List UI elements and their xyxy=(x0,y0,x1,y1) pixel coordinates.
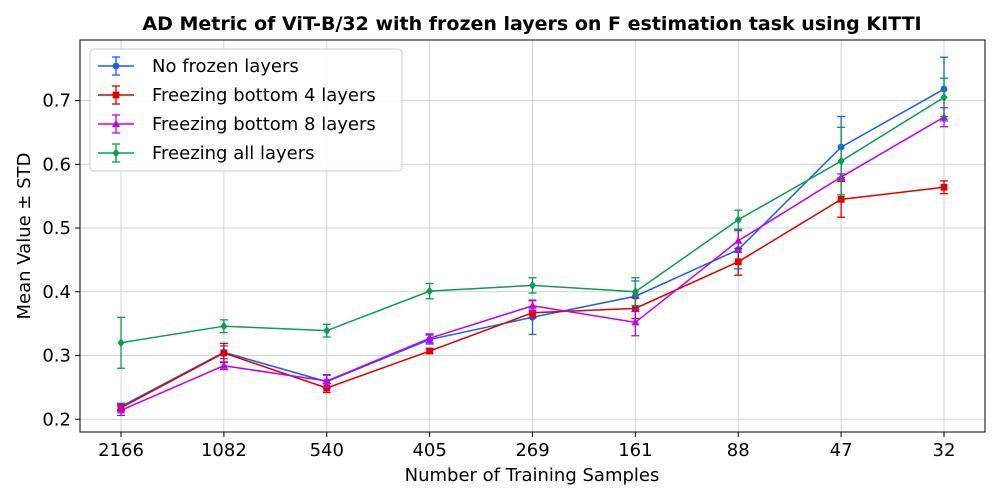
x-tick-label: 540 xyxy=(310,440,344,461)
data-point xyxy=(940,183,948,191)
x-tick-label: 32 xyxy=(933,440,956,461)
x-tick-label: 88 xyxy=(727,440,750,461)
x-tick-label: 47 xyxy=(830,440,853,461)
data-point xyxy=(220,349,228,357)
data-point xyxy=(528,301,537,309)
legend-label: Freezing all layers xyxy=(152,143,315,164)
series-3 xyxy=(117,106,948,417)
legend-marker xyxy=(112,148,120,158)
data-point xyxy=(219,361,228,369)
x-tick-label: 161 xyxy=(618,440,652,461)
legend-entry: Freezing all layers xyxy=(98,143,315,164)
legend-box xyxy=(89,48,403,172)
legend-entry: No frozen layers xyxy=(98,56,299,77)
y-tick-label: 0.4 xyxy=(42,282,71,303)
x-tick-label: 269 xyxy=(515,440,549,461)
legend-marker xyxy=(112,62,120,70)
data-point xyxy=(117,338,125,348)
data-point xyxy=(323,326,331,336)
data-point xyxy=(117,406,125,414)
x-tick-label: 2166 xyxy=(98,440,144,461)
x-tick-label: 405 xyxy=(412,440,446,461)
legend: No frozen layers Freezing bottom 4 layers… xyxy=(89,48,403,172)
legend-marker xyxy=(112,119,120,127)
legend-marker xyxy=(112,91,120,99)
data-point xyxy=(322,376,331,385)
y-tick-label: 0.6 xyxy=(42,154,71,175)
y-tick-label: 0.7 xyxy=(42,91,71,112)
x-axis-label: Number of Training Samples xyxy=(405,465,660,486)
data-point xyxy=(528,280,537,290)
data-point xyxy=(734,258,742,266)
data-point xyxy=(631,318,640,326)
data-point xyxy=(426,347,434,355)
data-point xyxy=(529,309,536,317)
series-group xyxy=(117,56,948,417)
y-axis-label: Mean Value ± STD xyxy=(14,152,35,319)
data-point xyxy=(734,215,742,225)
data-point xyxy=(220,321,228,331)
x-axis: 2166 1082 540 405 269 161 88 47 32 xyxy=(98,432,955,461)
chart-title: AD Metric of ViT-B/32 with frozen layers… xyxy=(142,13,921,35)
y-axis: 0.2 0.3 0.4 0.5 0.6 0.7 xyxy=(42,91,80,430)
y-tick-label: 0.5 xyxy=(42,218,71,239)
data-point xyxy=(940,92,948,102)
x-tick-label: 1082 xyxy=(201,440,247,461)
legend-label: Freezing bottom 8 layers xyxy=(152,114,376,135)
data-point xyxy=(837,156,845,166)
data-point xyxy=(631,287,639,297)
series-4 xyxy=(117,77,948,369)
data-point xyxy=(425,334,434,342)
legend-label: No frozen layers xyxy=(152,56,299,77)
legend-entry: Freezing bottom 4 layers xyxy=(98,85,376,106)
y-tick-label: 0.2 xyxy=(42,409,71,430)
data-point xyxy=(734,236,743,244)
legend-label: Freezing bottom 4 layers xyxy=(152,85,376,106)
y-tick-label: 0.3 xyxy=(42,346,71,367)
data-point xyxy=(426,286,434,296)
legend-entry: Freezing bottom 8 layers xyxy=(98,114,376,135)
data-point xyxy=(837,195,845,203)
